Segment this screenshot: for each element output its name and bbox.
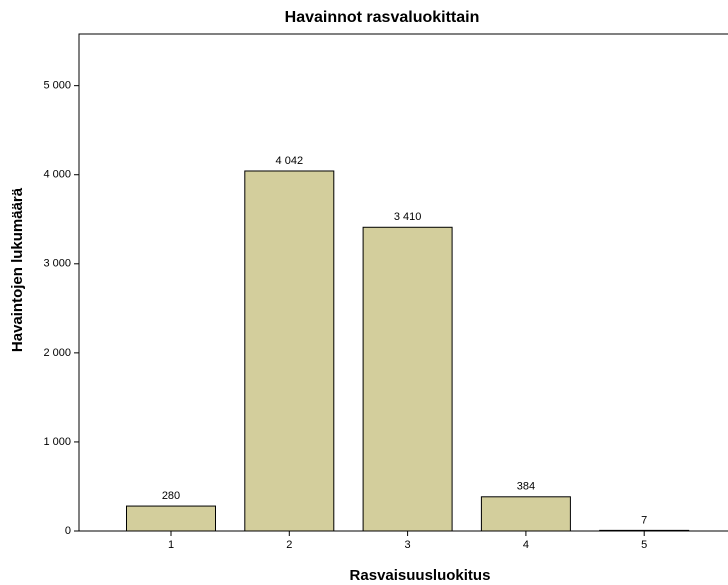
y-tick-label: 0 xyxy=(65,525,71,537)
bar xyxy=(126,505,216,532)
y-tick-label: 3 000 xyxy=(43,258,71,270)
x-tick-label: 1 xyxy=(168,539,174,551)
value-label: 280 xyxy=(162,490,180,502)
y-tick-label: 5 000 xyxy=(43,80,71,92)
value-label: 384 xyxy=(517,481,535,493)
chart-title: Havainnot rasvaluokittain xyxy=(285,9,480,26)
value-label: 4 042 xyxy=(276,155,304,167)
bar xyxy=(599,529,690,532)
x-tick-label: 2 xyxy=(286,539,292,551)
y-tick-label: 4 000 xyxy=(43,169,71,181)
value-label: 7 xyxy=(641,514,647,526)
bar xyxy=(244,170,335,532)
x-tick-label: 4 xyxy=(523,539,529,551)
bar xyxy=(362,226,453,532)
y-tick-label: 1 000 xyxy=(43,436,71,448)
x-tick-label: 5 xyxy=(641,539,647,551)
x-tick-label: 3 xyxy=(405,539,411,551)
y-axis-title: Havaintojen lukumäärä xyxy=(9,187,26,352)
y-tick-label: 2 000 xyxy=(43,347,71,359)
x-axis-title: Rasvaisuusluokitus xyxy=(350,567,491,584)
value-label: 3 410 xyxy=(394,211,422,223)
bar xyxy=(480,496,571,532)
